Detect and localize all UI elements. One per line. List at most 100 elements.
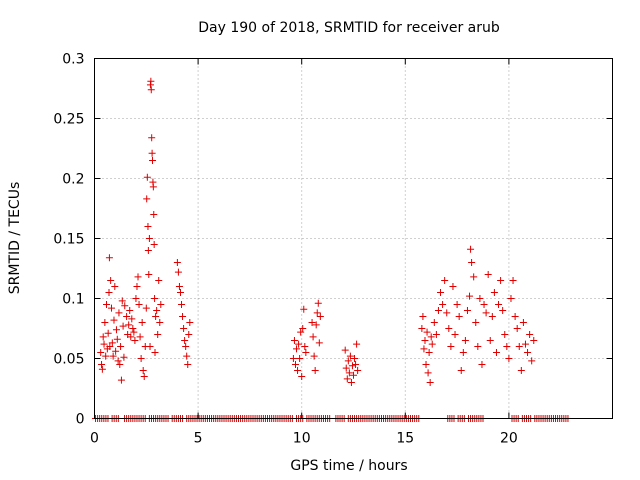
- data-point: [343, 375, 351, 383]
- data-point: [445, 325, 453, 332]
- data-point: [178, 301, 186, 308]
- data-point: [344, 357, 352, 365]
- data-point: [112, 347, 120, 355]
- y-tick-label: 0.1: [62, 292, 84, 308]
- data-point: [495, 301, 503, 308]
- data-point: [347, 379, 355, 386]
- data-point: [350, 371, 357, 379]
- data-point: [142, 304, 150, 312]
- data-point: [466, 292, 474, 300]
- data-point: [148, 149, 156, 157]
- data-point: [297, 328, 305, 336]
- data-point: [472, 319, 480, 326]
- data-point: [154, 331, 162, 338]
- data-point: [117, 343, 125, 350]
- data-point: [468, 259, 476, 266]
- data-point: [108, 339, 116, 347]
- data-point: [486, 337, 494, 344]
- data-point: [484, 271, 492, 278]
- data-point: [289, 355, 297, 362]
- data-point: [116, 361, 124, 368]
- y-tick-label: 0.05: [53, 352, 84, 368]
- data-point: [302, 349, 310, 356]
- data-point: [453, 301, 461, 308]
- data-point: [341, 346, 349, 354]
- y-tick-labels: 0 0.05 0.1 0.15 0.2 0.25 0.3: [53, 52, 84, 428]
- data-point: [492, 349, 500, 356]
- data-point: [139, 367, 147, 374]
- data-point: [342, 364, 350, 372]
- data-point: [128, 315, 136, 323]
- data-point: [146, 343, 154, 350]
- data-point: [107, 304, 115, 312]
- data-point: [149, 183, 157, 191]
- data-point: [503, 343, 511, 350]
- data-point: [138, 319, 146, 326]
- data-point: [345, 369, 353, 377]
- data-point: [309, 333, 317, 341]
- data-point: [348, 362, 356, 370]
- data-point: [151, 295, 159, 302]
- data-point: [129, 325, 137, 332]
- data-point: [353, 340, 361, 348]
- data-point: [528, 357, 536, 365]
- data-point: [451, 331, 459, 338]
- data-point: [173, 259, 181, 266]
- data-point: [351, 355, 359, 362]
- data-point: [480, 301, 488, 308]
- data-point: [513, 325, 521, 332]
- data-point: [126, 307, 134, 314]
- data-point: [137, 355, 145, 362]
- data-point: [148, 134, 156, 142]
- data-point: [149, 157, 157, 164]
- data-point: [482, 309, 490, 317]
- data-point: [130, 328, 138, 336]
- data-point: [109, 352, 117, 360]
- data-point: [432, 331, 440, 338]
- data-point: [441, 277, 449, 284]
- data-point: [313, 309, 321, 317]
- data-point: [427, 333, 435, 341]
- data-point: [150, 241, 158, 248]
- data-point: [311, 367, 319, 374]
- data-point: [100, 340, 108, 348]
- data-point: [97, 349, 105, 356]
- data-point: [98, 361, 106, 368]
- data-point: [181, 337, 189, 344]
- data-point: [509, 277, 517, 284]
- data-point: [174, 268, 182, 276]
- data-point: [106, 343, 114, 350]
- data-point: [151, 349, 159, 356]
- data-point: [461, 337, 469, 344]
- data-point: [507, 295, 515, 302]
- data-point: [121, 302, 129, 310]
- data-point: [499, 307, 507, 314]
- data-point: [144, 223, 152, 230]
- data-point: [112, 326, 120, 334]
- data-point: [420, 345, 428, 353]
- data-point: [293, 345, 301, 353]
- plot-frame: [94, 58, 613, 419]
- data-point: [425, 349, 433, 356]
- data-point: [127, 333, 135, 341]
- data-point: [346, 352, 354, 360]
- y-tick-label: 0.15: [53, 232, 84, 248]
- data-point: [103, 301, 111, 308]
- data-point: [301, 343, 309, 350]
- data-point: [133, 283, 141, 290]
- data-point: [519, 319, 527, 326]
- data-point: [291, 361, 299, 368]
- data-point: [180, 325, 188, 332]
- data-point: [135, 301, 143, 308]
- data-point: [530, 337, 538, 344]
- data-point: [308, 319, 316, 326]
- data-point: [110, 316, 118, 324]
- data-point: [113, 335, 121, 343]
- data-point: [497, 277, 505, 284]
- data-point: [143, 195, 151, 203]
- data-point: [437, 289, 445, 296]
- data-point: [143, 173, 151, 181]
- data-point: [517, 367, 525, 374]
- data-point: [119, 322, 127, 330]
- data-point: [459, 349, 467, 356]
